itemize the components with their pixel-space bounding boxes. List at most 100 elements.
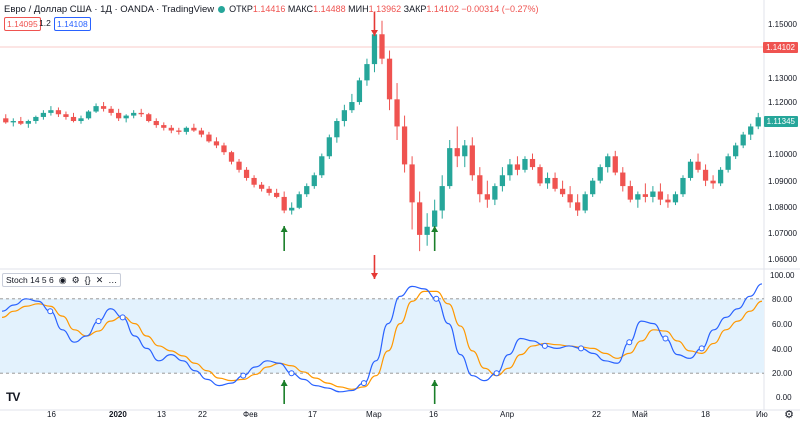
candle-body <box>258 184 265 189</box>
candle-body <box>401 126 408 165</box>
symbol-title[interactable]: Евро / Доллар США · 1Д · OANDA · Trading… <box>4 3 215 15</box>
buy-button[interactable]: 1.14108 <box>54 17 91 31</box>
candle-body <box>590 180 596 195</box>
stoch-k-line <box>1 283 763 393</box>
candles-layer <box>3 20 761 252</box>
close-icon[interactable]: ✕ <box>95 275 104 285</box>
last-price-label: 1.14102 <box>763 42 798 53</box>
candle-body <box>236 161 242 170</box>
candle-body <box>462 145 468 157</box>
ohlc-open-value: 1.14416 <box>252 4 286 14</box>
stoch-d-line <box>1 290 763 390</box>
candle-body <box>650 191 656 197</box>
candle-body <box>319 156 325 176</box>
candle-body <box>55 110 62 115</box>
time-tick: Апр <box>500 410 515 419</box>
candle-body <box>304 186 310 195</box>
gear-icon[interactable]: ⚙ <box>784 409 794 421</box>
stoch-markers <box>47 295 705 387</box>
candle-body <box>507 164 513 176</box>
candle-body <box>733 145 739 157</box>
candle-body <box>394 99 400 127</box>
ohlc-readout: ОТКР1.14416 МАКС1.14488 МИН1.13962 ЗАКР1… <box>229 4 538 14</box>
candle-body <box>176 130 182 132</box>
candle-body <box>567 194 573 203</box>
stoch-cross-marker <box>662 335 669 342</box>
candle-body <box>529 158 536 168</box>
ohlc-close-label: ЗАКР <box>403 4 427 14</box>
settings-icon[interactable]: ⚙ <box>71 275 80 285</box>
sell-button[interactable]: 1.14095 <box>4 17 41 31</box>
candle-body <box>63 114 69 117</box>
source-code-icon[interactable]: {} <box>84 275 91 285</box>
candle-body <box>356 80 363 103</box>
price-tick: 1.12000 <box>768 98 797 107</box>
candle-body <box>25 121 31 124</box>
candle-body <box>544 177 551 184</box>
market-status-icon <box>218 5 226 13</box>
candle-body <box>537 167 543 184</box>
candle-body <box>116 112 122 119</box>
eye-icon[interactable]: ◉ <box>58 275 67 285</box>
price-tick: 1.15000 <box>768 20 797 29</box>
candle-body <box>281 196 287 211</box>
ohlc-close-value: 1.14102 <box>426 4 459 14</box>
stoch-cross-marker <box>47 308 54 315</box>
candle-body <box>251 177 257 185</box>
time-tick: Ию <box>756 410 768 419</box>
candle-body <box>183 127 189 132</box>
candle-body <box>108 108 114 113</box>
candle-body <box>514 164 521 170</box>
candle-body <box>386 58 393 100</box>
candle-body <box>409 164 415 203</box>
candle-body <box>85 111 92 119</box>
stoch-cross-marker <box>119 314 126 321</box>
candle-body <box>725 156 731 170</box>
symbol-header: Евро / Доллар США · 1Д · OANDA · Trading… <box>4 2 538 16</box>
tradingview-logo[interactable]: TV <box>6 390 20 404</box>
price-up-arrow-head <box>280 226 288 232</box>
candle-body <box>70 116 77 122</box>
indicator-legend[interactable]: Stoch 14 5 6 ◉ ⚙ {} ✕ … <box>2 273 122 287</box>
candle-body <box>191 127 197 131</box>
stoch-cross-marker <box>95 318 102 325</box>
candle-body <box>78 118 84 122</box>
candle-body <box>424 226 430 235</box>
order-quantity[interactable]: 1.2 <box>39 18 51 28</box>
ohlc-low-value: 1.13962 <box>368 4 402 14</box>
time-tick: 16 <box>429 410 438 419</box>
more-icon[interactable]: … <box>108 275 118 285</box>
candle-body <box>755 117 761 127</box>
candle-body <box>326 137 332 157</box>
candle-body <box>642 194 648 197</box>
candle-body <box>364 64 370 81</box>
candle-body <box>206 134 212 142</box>
stoch-tick: 80.00 <box>772 295 793 304</box>
candle-body <box>499 175 506 187</box>
price-tick: 1.13000 <box>768 74 797 83</box>
candle-body <box>492 186 498 200</box>
candle-body <box>439 186 445 211</box>
candle-body <box>522 158 528 170</box>
stoch-cross-marker <box>360 380 367 387</box>
price-tick: 1.09000 <box>768 177 797 186</box>
candle-body <box>620 172 626 187</box>
candle-body <box>559 188 566 195</box>
candle-body <box>702 169 709 181</box>
candle-body <box>228 152 235 162</box>
candle-body <box>447 148 453 187</box>
candle-body <box>10 121 16 123</box>
candle-body <box>627 186 633 200</box>
ohlc-change-value: −0.00314 (−0.27%) <box>461 4 539 14</box>
time-tick: 2020 <box>109 410 127 419</box>
candle-body <box>221 145 227 153</box>
candle-body <box>18 121 24 124</box>
stoch-tick: 60.00 <box>772 320 793 329</box>
candle-body <box>311 175 317 187</box>
time-tick: Фев <box>243 410 258 419</box>
candle-body <box>123 115 129 119</box>
current-price-label: 1.11345 <box>763 116 798 127</box>
candle-body <box>146 114 152 122</box>
candle-body <box>432 210 438 227</box>
